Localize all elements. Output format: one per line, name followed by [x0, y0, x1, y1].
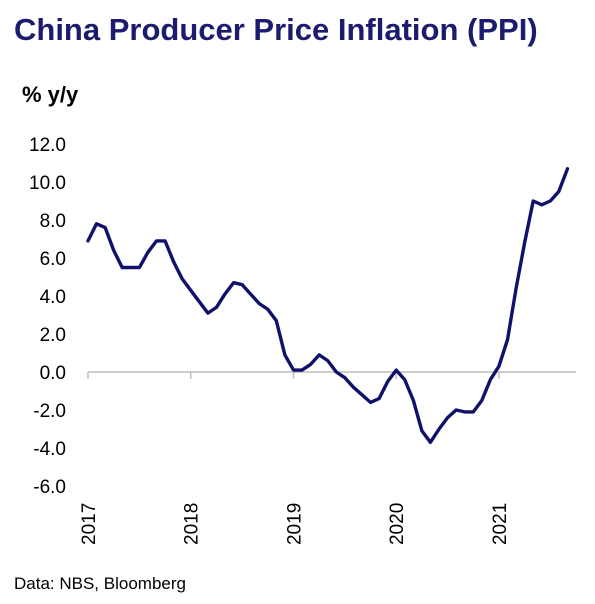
chart-title: China Producer Price Inflation (PPI) [14, 12, 538, 47]
y-tick-label: 8.0 [40, 211, 66, 232]
source-note: Data: NBS, Bloomberg [14, 574, 186, 593]
x-tick-label: 2017 [79, 503, 100, 545]
y-tick-label: 6.0 [40, 249, 66, 270]
y-tick-label: 0.0 [40, 363, 66, 384]
x-tick-label: 2021 [490, 503, 511, 545]
y-axis-tick-labels: 12.0 10.0 8.0 6.0 4.0 2.0 0.0 -2.0 -4.0 -6.0 [29, 135, 66, 498]
y-tick-label: -4.0 [33, 439, 66, 460]
x-axis-tick-labels: 2017 2018 2019 2020 2021 [79, 503, 511, 545]
y-tick-label: 2.0 [40, 325, 66, 346]
y-tick-label: -2.0 [33, 401, 66, 422]
y-tick-label: 4.0 [40, 287, 66, 308]
x-tick-label: 2020 [387, 503, 408, 545]
x-tick-label: 2019 [284, 503, 305, 545]
y-tick-label: -6.0 [33, 477, 66, 498]
ppi-line-chart: 12.0 10.0 8.0 6.0 4.0 2.0 0.0 -2.0 -4.0 -6.0 2017… [29, 135, 576, 545]
x-axis-tick-marks [87, 372, 500, 379]
y-tick-label: 12.0 [29, 135, 66, 156]
x-tick-label: 2018 [182, 503, 203, 545]
series-line-ppi [86, 167, 570, 444]
y-tick-label: 10.0 [29, 173, 66, 194]
y-axis-unit-label: % y/y [22, 82, 79, 107]
